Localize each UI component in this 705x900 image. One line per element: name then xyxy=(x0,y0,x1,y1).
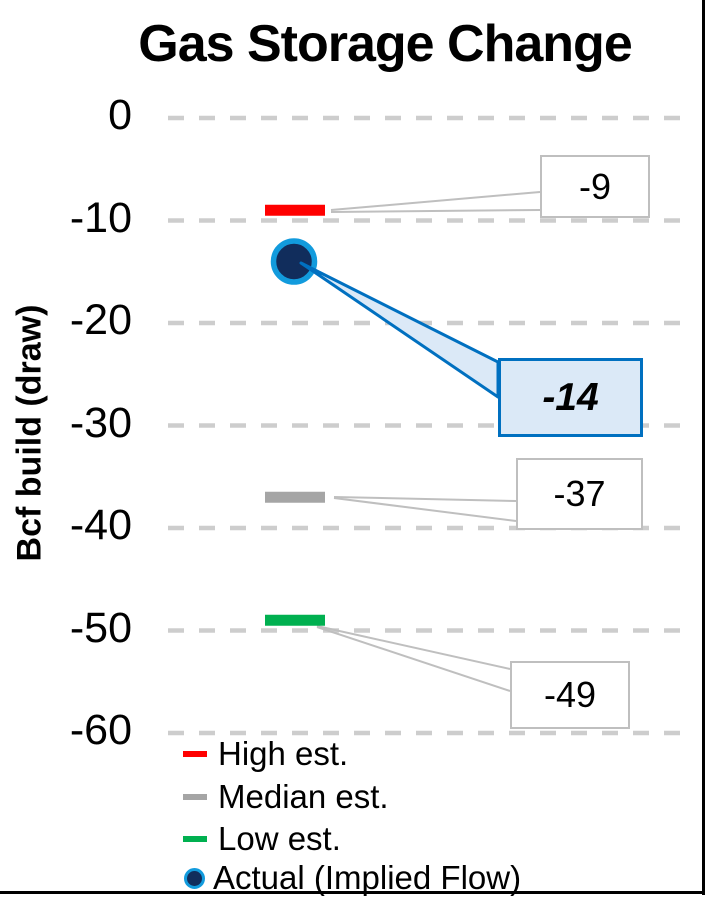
high-est-dash-icon xyxy=(183,751,207,757)
bottom-border-line xyxy=(0,891,705,894)
callout-leader-wedge xyxy=(299,261,500,399)
y-tick-label--10: -10 xyxy=(69,193,132,242)
callout-leader-line xyxy=(330,209,541,213)
marker-dash xyxy=(265,491,325,503)
y-tick-label--40: -40 xyxy=(69,501,132,550)
marker-dash xyxy=(265,204,325,216)
callout-leader-line xyxy=(333,496,517,502)
legend-label-median-est: Median est. xyxy=(218,778,389,815)
legend-item-high-est: High est. xyxy=(183,733,348,775)
legend-label-low-est: Low est. xyxy=(218,820,341,857)
actual-circle-icon xyxy=(184,867,205,889)
marker-actual-circle xyxy=(270,238,318,285)
right-border-line xyxy=(702,0,705,895)
callout-leader-line xyxy=(330,191,541,211)
y-tick-label--60: -60 xyxy=(69,706,132,755)
low-est-dash-icon xyxy=(183,836,207,842)
y-tick-label-0: 0 xyxy=(108,91,132,140)
median-est-dash-icon xyxy=(183,794,207,800)
marker-dash xyxy=(265,614,325,626)
legend-item-actual: Actual (Implied Flow) xyxy=(183,857,521,899)
y-tick-label--50: -50 xyxy=(69,603,132,652)
callout-leader-line xyxy=(316,625,511,670)
legend-item-low-est: Low est. xyxy=(183,818,341,860)
chart-title: Gas Storage Change xyxy=(138,15,632,73)
y-tick-label--20: -20 xyxy=(69,296,132,345)
legend-item-median-est: Median est. xyxy=(183,776,389,818)
legend-label-high-est: High est. xyxy=(218,735,349,772)
y-tick-label--30: -30 xyxy=(69,398,132,447)
callout-leader-line xyxy=(316,626,511,692)
legend-label-actual: Actual (Implied Flow) xyxy=(213,859,522,896)
callout-leader-line xyxy=(333,497,517,522)
